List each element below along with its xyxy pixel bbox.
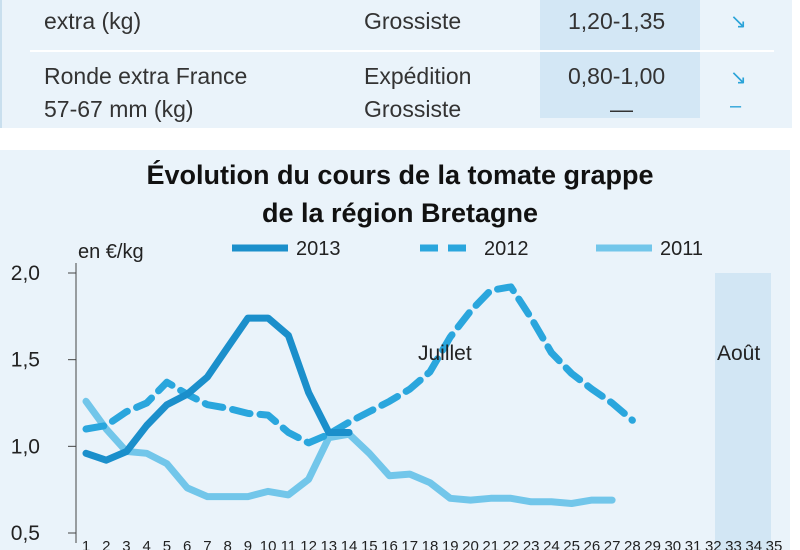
x-tick-label: 26: [584, 538, 601, 550]
x-tick-label: 13: [320, 538, 337, 550]
x-tick-label: 14: [341, 538, 358, 550]
x-tick-label: 19: [442, 538, 459, 550]
x-tick-label: 3: [122, 538, 130, 550]
trend-arrow-icon: ↘: [730, 67, 747, 89]
stage-label: Grossiste: [364, 96, 462, 122]
month-label-july: Juillet: [418, 342, 472, 365]
price-range: —: [610, 96, 633, 122]
y-axis: 2,0 1,5 1,0 0,5: [11, 262, 77, 545]
x-tick-label: 34: [745, 538, 762, 550]
x-tick-label: 35: [766, 538, 783, 550]
y-tick-label: 1,0: [11, 435, 40, 458]
x-tick-label: 16: [381, 538, 398, 550]
trend-arrow-icon: ↘: [730, 11, 747, 33]
y-tick-label: 2,0: [11, 262, 40, 285]
x-tick-label: 22: [503, 538, 520, 550]
trend-arrow-icon: –: [730, 95, 742, 117]
x-tick-label: 21: [482, 538, 499, 550]
x-tick-label: 15: [361, 538, 378, 550]
x-tick-label: 17: [401, 538, 418, 550]
product-name-line: Ronde extra France: [44, 63, 248, 89]
chart-panel: [0, 150, 790, 550]
x-tick-label: 28: [624, 538, 641, 550]
legend-label-2013: 2013: [296, 238, 341, 260]
series-line-2012: [82, 283, 636, 447]
x-tick-label: 10: [260, 538, 277, 550]
product-name-line: extra (kg): [44, 8, 142, 34]
plot-area: [82, 283, 636, 507]
price-table: extra (kg) Grossiste 1,20-1,35 ↘ Ronde e…: [0, 0, 792, 128]
x-tick-label: 2: [102, 538, 110, 550]
stage-label: Grossiste: [364, 8, 462, 34]
row-divider: [30, 50, 774, 52]
x-tick-label: 30: [664, 538, 681, 550]
x-tick-label: 9: [244, 538, 252, 550]
price-range: 0,80-1,00: [568, 63, 666, 89]
x-tick-label: 25: [563, 538, 580, 550]
stage-label: Expédition: [364, 63, 472, 89]
x-tick-label: 31: [685, 538, 702, 550]
x-tick-label: 7: [203, 538, 211, 550]
y-axis-unit-label: en €/kg: [78, 241, 144, 263]
x-tick-label: 5: [163, 538, 171, 550]
x-tick-label: 12: [300, 538, 317, 550]
x-tick-label: 8: [223, 538, 231, 550]
chart-title-line: Évolution du cours de la tomate grappe: [146, 159, 653, 190]
legend-label-2012: 2012: [484, 238, 529, 260]
x-tick-label: 23: [523, 538, 540, 550]
x-tick-label: 27: [604, 538, 621, 550]
x-tick-label: 33: [725, 538, 742, 550]
tomato-price-chart: Évolution du cours de la tomate grappe d…: [11, 159, 783, 550]
price-column-band: [540, 56, 700, 118]
chart-title-line: de la région Bretagne: [262, 198, 538, 228]
august-band: [715, 273, 771, 550]
x-tick-label: 32: [705, 538, 722, 550]
series-line-2013: [82, 314, 353, 464]
legend: 2013 2012 2011: [232, 238, 703, 260]
price-row: Ronde extra France 57-67 mm (kg) Expédit…: [2, 56, 792, 122]
legend-label-2011: 2011: [660, 238, 703, 260]
x-tick-label: 18: [422, 538, 439, 550]
x-tick-label: 6: [183, 538, 191, 550]
x-tick-label: 11: [281, 538, 297, 550]
y-tick-label: 1,5: [11, 349, 40, 372]
series-line-2011: [82, 397, 616, 507]
product-name-line: 57-67 mm (kg): [44, 96, 194, 122]
x-axis: 1 2 3 4 5 6 7 8 9 10 11 12 13 14 15 16 17 18 19 20 21 22 23 24 2…: [82, 538, 783, 550]
x-tick-label: 4: [143, 538, 151, 550]
x-tick-label: 29: [644, 538, 661, 550]
y-tick-label: 0,5: [11, 522, 40, 545]
price-range: 1,20-1,35: [568, 8, 666, 34]
price-row: extra (kg) Grossiste 1,20-1,35 ↘: [2, 0, 792, 62]
x-tick-label: 20: [462, 538, 479, 550]
x-tick-label: 1: [82, 538, 90, 550]
month-label-august: Août: [717, 342, 760, 365]
x-tick-label: 24: [543, 538, 560, 550]
